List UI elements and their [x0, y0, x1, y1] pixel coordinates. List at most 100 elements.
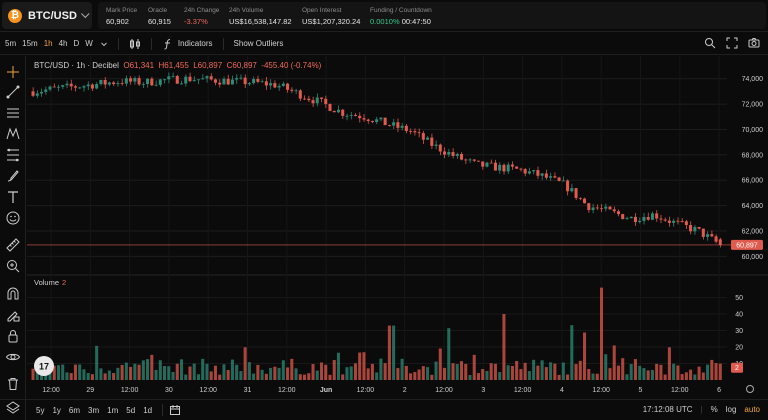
candle-body	[256, 78, 260, 82]
candle-body	[608, 206, 612, 210]
pattern-icon[interactable]	[5, 126, 21, 142]
stat-value: 60,915	[148, 17, 171, 26]
range-1d[interactable]: 1d	[143, 405, 153, 415]
indicators-button[interactable]: Indicators	[158, 38, 217, 50]
timeframe-w[interactable]: W	[85, 39, 93, 48]
candle-body	[281, 83, 285, 86]
text-icon[interactable]	[5, 189, 21, 205]
zoom-in-icon[interactable]	[5, 258, 21, 274]
volume-bar	[218, 374, 222, 380]
ruler-icon[interactable]	[5, 237, 21, 253]
volume-bar	[112, 373, 116, 380]
volume-bar	[459, 361, 464, 380]
range-1m[interactable]: 1m	[107, 405, 119, 415]
lock-icon[interactable]	[5, 328, 21, 344]
volume-bar	[591, 373, 595, 380]
timeframe-15m[interactable]: 15m	[22, 39, 38, 48]
volume-bar	[693, 374, 697, 380]
candle-body	[557, 177, 561, 181]
log-toggle[interactable]: log	[725, 405, 737, 414]
range-1y[interactable]: 1y	[52, 405, 61, 415]
show-outliers-button[interactable]: Show Outliers	[233, 39, 284, 48]
candle-body	[315, 97, 319, 104]
candle-body	[485, 162, 489, 167]
candle-body	[303, 98, 307, 100]
lock-pencil-icon[interactable]	[5, 307, 21, 323]
timeframe-1h[interactable]: 1h	[43, 39, 53, 48]
camera-icon[interactable]	[748, 37, 760, 49]
candle-body	[706, 234, 710, 237]
fib-retracement-icon[interactable]	[5, 147, 21, 163]
candle-body	[69, 83, 73, 87]
candle-body	[426, 137, 430, 140]
timeframe-4h[interactable]: 4h	[58, 39, 68, 48]
timeframe-dropdown-button[interactable]	[96, 40, 112, 48]
crosshair-icon[interactable]	[5, 64, 21, 80]
auto-scale-toggle[interactable]: auto	[744, 405, 760, 414]
calendar-range-icon[interactable]	[169, 404, 181, 416]
volume-axis-label: 30	[735, 328, 743, 335]
candle-body	[201, 78, 205, 80]
pair-selector[interactable]: ₿ BTC/USD	[2, 2, 92, 29]
candle-body	[358, 115, 362, 119]
fullscreen-icon[interactable]	[726, 37, 738, 49]
layers-icon[interactable]	[5, 400, 21, 416]
legend-low: L60,897	[193, 61, 223, 70]
range-5d[interactable]: 5d	[126, 405, 136, 415]
candles-icon	[129, 38, 140, 49]
stat-value: 60,902	[106, 17, 129, 26]
trash-icon[interactable]	[5, 376, 21, 392]
stat-open-interest: Open Interest US$1,207,320.24	[302, 7, 360, 26]
candle-body	[366, 119, 370, 121]
timeframe-5m[interactable]: 5m	[5, 39, 17, 48]
price-chart[interactable]: 74,000 72,000 70,000 68,000 66,000 64,000 62,0…	[27, 56, 768, 399]
magnet-icon[interactable]	[5, 286, 21, 302]
trend-line-icon[interactable]	[5, 84, 21, 100]
chart-type-button[interactable]	[125, 38, 145, 50]
timeframe-d[interactable]: D	[73, 39, 80, 48]
volume-bar	[566, 374, 570, 380]
volume-bar	[570, 325, 574, 380]
volume-bar	[616, 365, 620, 380]
candle-body	[226, 78, 230, 85]
range-3m[interactable]: 3m	[88, 405, 100, 415]
candle-body	[612, 209, 616, 212]
volume-bar	[222, 364, 226, 380]
candle-body	[120, 83, 124, 84]
volume-legend: Volume 2	[34, 278, 66, 287]
volume-bar	[706, 364, 710, 380]
volume-bar	[137, 364, 141, 380]
time-axis-label: 12:00	[357, 387, 375, 394]
volume-bar	[409, 373, 413, 380]
candle-body	[684, 221, 688, 226]
legend-change: -455.40 (-0.74%)	[261, 61, 322, 70]
volume-bar	[532, 359, 536, 380]
volume-bar	[230, 359, 234, 380]
candle-body	[570, 188, 574, 192]
candle-body	[650, 213, 654, 220]
bottom-right-controls: 17:12:08 UTC | % log auto	[643, 405, 760, 414]
horizontal-lines-icon[interactable]	[5, 105, 21, 121]
candle-body	[489, 162, 493, 164]
zoom-search-icon[interactable]	[704, 37, 716, 49]
volume-bar	[303, 374, 307, 380]
volume-bar	[349, 366, 353, 380]
price-axis-label: 72,000	[742, 102, 764, 109]
brush-icon[interactable]	[5, 168, 21, 184]
range-5y[interactable]: 5y	[36, 405, 45, 415]
volume-bar	[188, 366, 192, 380]
utc-clock[interactable]: 17:12:08 UTC	[642, 405, 693, 414]
candle-body	[213, 79, 217, 83]
chevron-down-icon	[80, 9, 90, 18]
volume-bar	[472, 354, 476, 380]
eye-icon[interactable]	[5, 349, 21, 365]
range-6m[interactable]: 6m	[68, 405, 81, 415]
time-axis-label: Jun	[320, 387, 332, 394]
emoji-icon[interactable]	[5, 210, 21, 226]
toolbar-divider	[162, 404, 164, 416]
volume-bar	[404, 365, 408, 380]
volume-bar	[523, 362, 527, 380]
percent-toggle[interactable]: %	[710, 405, 718, 414]
candle-body	[464, 159, 468, 161]
volume-bar	[345, 367, 349, 380]
